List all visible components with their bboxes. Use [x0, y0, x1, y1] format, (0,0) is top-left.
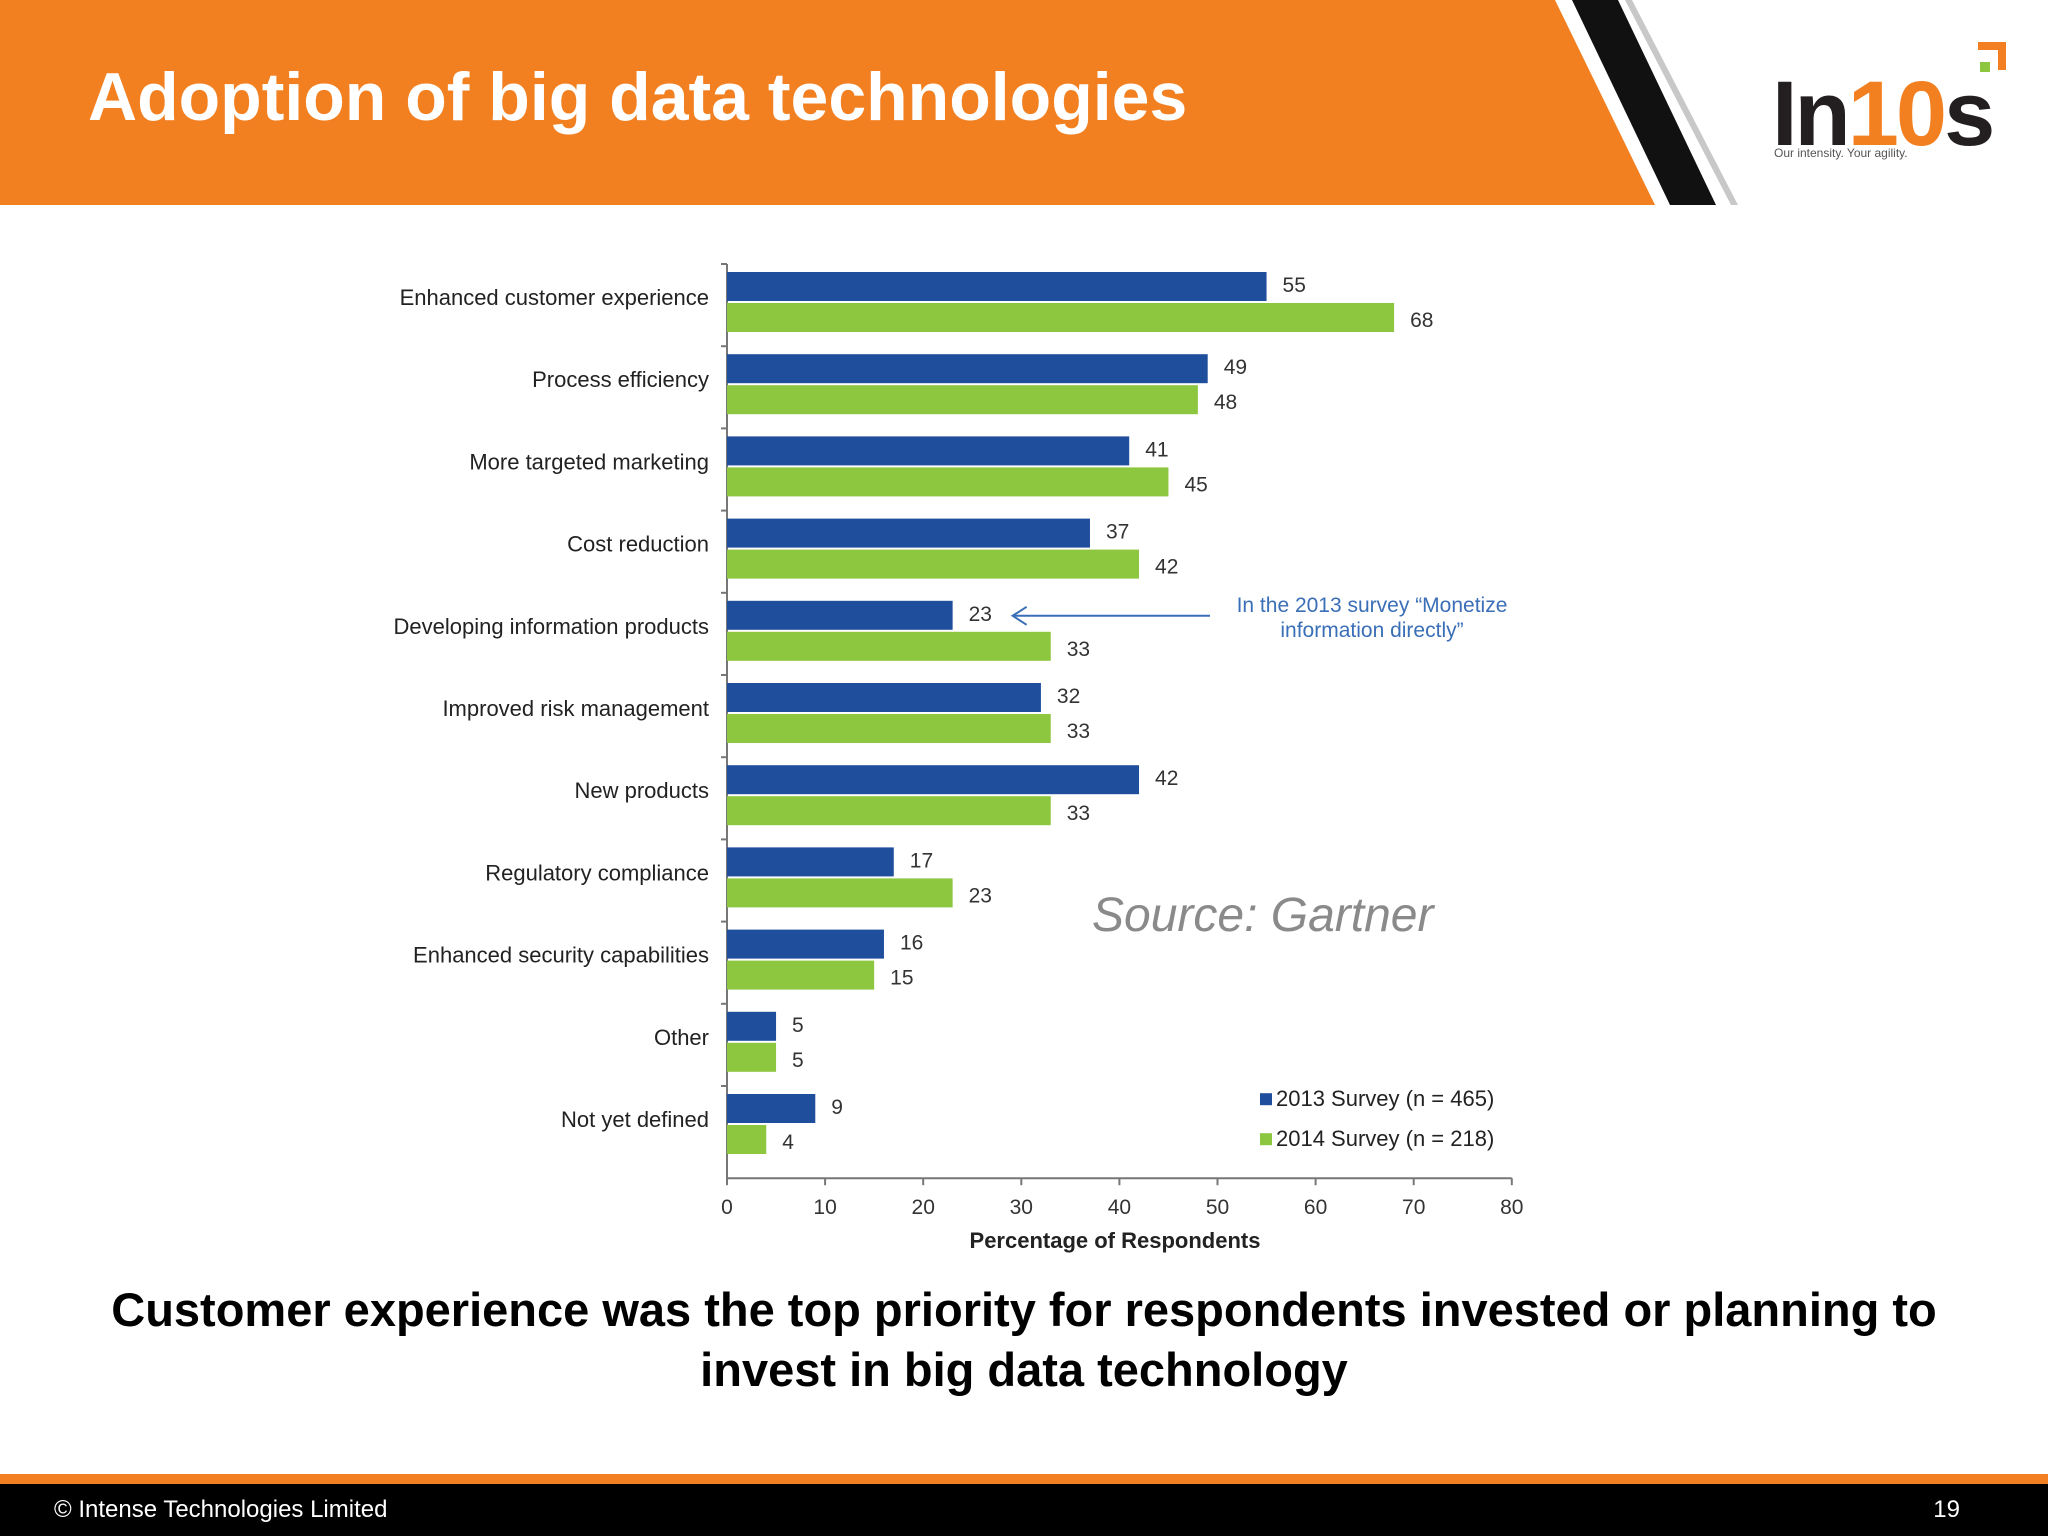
- data-label: 45: [1184, 473, 1207, 496]
- bar-2014: [727, 303, 1395, 332]
- bar-2013: [727, 929, 884, 959]
- header-black-stripe: [1572, 0, 1716, 205]
- category-label: Regulatory compliance: [485, 860, 709, 885]
- data-label: 33: [1067, 720, 1090, 743]
- bar-2013: [727, 683, 1041, 712]
- bar-2014: [727, 1125, 767, 1154]
- bar-2013: [727, 354, 1208, 384]
- annotation-text: In the 2013 survey “Monetize: [1237, 594, 1508, 617]
- data-label: 41: [1145, 438, 1168, 461]
- header-orange-band: [0, 0, 1655, 205]
- logo-tagline: Our intensity. Your agility.: [1774, 146, 1908, 160]
- x-tick-label: 10: [813, 1196, 836, 1219]
- legend-swatch: [1260, 1093, 1272, 1106]
- category-label: New products: [574, 778, 709, 803]
- bar-2014: [727, 796, 1051, 826]
- x-tick-label: 70: [1402, 1196, 1425, 1219]
- x-tick-label: 50: [1206, 1196, 1229, 1219]
- bar-2014: [727, 549, 1140, 579]
- bar-2013: [727, 600, 953, 630]
- legend-swatch: [1260, 1133, 1272, 1146]
- data-label: 33: [1067, 638, 1090, 661]
- legend-label: 2014 Survey (n = 218): [1276, 1126, 1494, 1151]
- footer-stripe: [0, 1474, 2048, 1484]
- data-label: 32: [1057, 685, 1080, 708]
- data-label: 49: [1224, 356, 1247, 379]
- data-label: 4: [782, 1131, 794, 1154]
- bar-2013: [727, 518, 1090, 548]
- data-label: 48: [1214, 391, 1237, 414]
- data-label: 5: [792, 1049, 804, 1072]
- data-label: 16: [900, 932, 923, 955]
- takeaway-text: Customer experience was the top priority…: [111, 1283, 1937, 1396]
- bar-2014: [727, 631, 1051, 661]
- bar-2014: [727, 960, 875, 990]
- source-note: Source: Gartner: [1092, 889, 1434, 942]
- data-label: 42: [1155, 767, 1178, 790]
- company-logo: In10s Our intensity. Your agility.: [1760, 36, 2020, 176]
- x-tick-label: 30: [1010, 1196, 1033, 1219]
- annotation-text: information directly”: [1280, 619, 1463, 642]
- bar-2014: [727, 467, 1169, 497]
- bar-2013: [727, 436, 1130, 466]
- bar-2014: [727, 714, 1051, 743]
- legend-label: 2013 Survey (n = 465): [1276, 1086, 1494, 1111]
- category-label: More targeted marketing: [469, 449, 709, 474]
- category-label: Developing information products: [393, 614, 709, 639]
- logo-corner-mark: [1978, 42, 2006, 72]
- bar-2013: [727, 1094, 816, 1123]
- x-tick-label: 40: [1108, 1196, 1131, 1219]
- bar-2014: [727, 878, 953, 908]
- category-label: Process efficiency: [532, 367, 709, 392]
- category-label: Cost reduction: [567, 532, 709, 557]
- page-number: 19: [1933, 1496, 1960, 1523]
- data-label: 68: [1410, 309, 1433, 332]
- category-label: Enhanced customer experience: [400, 285, 709, 310]
- category-label: Improved risk management: [442, 696, 709, 721]
- x-axis-title: Percentage of Respondents: [970, 1228, 1261, 1253]
- logo-wordmark: In10s: [1772, 63, 1995, 165]
- bar-2013: [727, 847, 894, 877]
- bar-2013: [727, 765, 1140, 795]
- data-label: 5: [792, 1014, 804, 1037]
- category-label: Not yet defined: [561, 1107, 709, 1132]
- data-label: 15: [890, 967, 913, 990]
- data-label: 9: [831, 1096, 843, 1119]
- header-grey-line: [1625, 0, 1738, 205]
- bar-2014: [727, 1042, 777, 1072]
- x-tick-label: 0: [721, 1196, 733, 1219]
- slide-title: Adoption of big data technologies: [88, 59, 1188, 135]
- bar-2014: [727, 385, 1198, 415]
- data-label: 37: [1106, 521, 1129, 544]
- bar-chart: Enhanced customer experience 5568Process …: [393, 263, 1523, 1253]
- annotation-arrowhead: [1010, 605, 1028, 626]
- data-label: 42: [1155, 556, 1178, 579]
- category-label: Enhanced security capabilities: [413, 943, 709, 968]
- header-banner: [0, 0, 1738, 205]
- category-label: Other: [654, 1025, 709, 1050]
- data-label: 23: [969, 884, 992, 907]
- x-tick-label: 60: [1304, 1196, 1327, 1219]
- footer: © Intense Technologies Limited 19: [0, 1484, 2048, 1536]
- data-label: 23: [969, 603, 992, 626]
- bar-2013: [727, 272, 1267, 301]
- x-tick-label: 20: [912, 1196, 935, 1219]
- copyright-text: © Intense Technologies Limited: [54, 1496, 388, 1523]
- data-label: 17: [910, 849, 933, 872]
- data-label: 55: [1283, 274, 1306, 297]
- data-label: 33: [1067, 802, 1090, 825]
- x-tick-label: 80: [1500, 1196, 1523, 1219]
- bar-2013: [727, 1011, 777, 1041]
